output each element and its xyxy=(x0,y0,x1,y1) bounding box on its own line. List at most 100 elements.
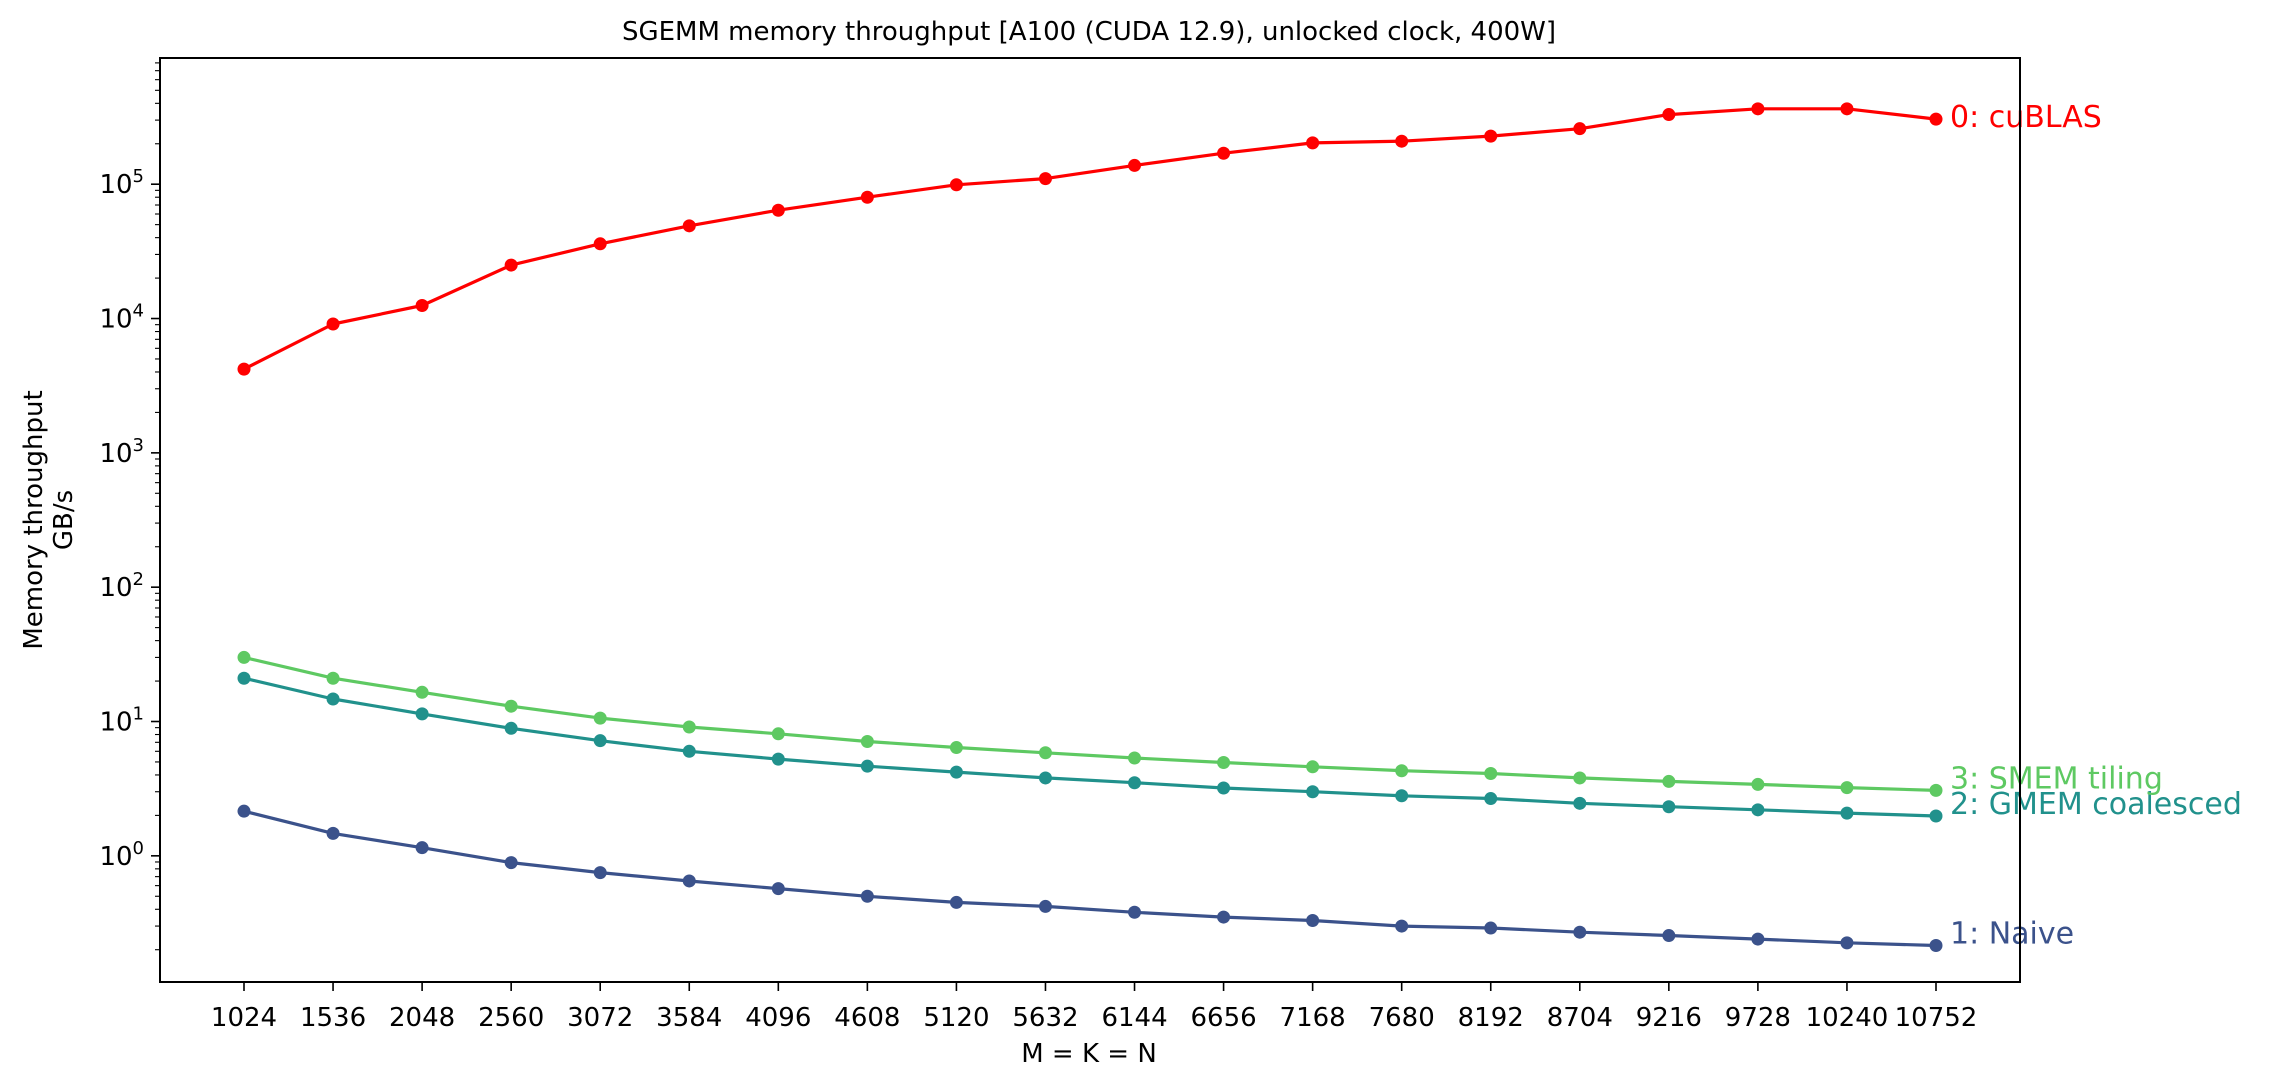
series-point xyxy=(1038,746,1052,760)
series-point xyxy=(1573,771,1587,785)
x-tick-label: 6144 xyxy=(1101,1003,1167,1033)
series-point xyxy=(593,734,607,748)
series-point xyxy=(682,720,696,734)
series-point xyxy=(771,752,785,766)
chart-title: SGEMM memory throughput [A100 (CUDA 12.9… xyxy=(622,17,1556,47)
series-point xyxy=(1217,146,1231,160)
series-point xyxy=(504,258,518,272)
y-tick-label: 102 xyxy=(99,569,144,603)
x-tick-label: 1024 xyxy=(211,1003,277,1033)
x-axis-label: M = K = N xyxy=(1021,1039,1157,1069)
series-point xyxy=(415,707,429,721)
y-tick-label: 105 xyxy=(99,166,144,200)
y-axis-label: Memory throughput GB/s xyxy=(19,390,79,649)
x-tick-label: 8192 xyxy=(1458,1003,1524,1033)
series-point xyxy=(1038,899,1052,913)
series-point xyxy=(1395,134,1409,148)
series-point xyxy=(1217,910,1231,924)
series-point xyxy=(1306,914,1320,928)
x-tick-label: 5632 xyxy=(1012,1003,1078,1033)
y-axis-label-line-1: Memory throughput xyxy=(19,390,49,649)
series-point xyxy=(504,699,518,713)
series-point xyxy=(949,895,963,909)
series-point xyxy=(1484,921,1498,935)
series-point xyxy=(415,299,429,313)
series-point xyxy=(1662,774,1676,788)
series-point xyxy=(1306,136,1320,150)
series-point xyxy=(1840,102,1854,116)
y-axis: 100 101 102 103 104 105 xyxy=(99,62,160,951)
x-tick-label: 9216 xyxy=(1636,1003,1702,1033)
x-tick-label: 7168 xyxy=(1280,1003,1346,1033)
series-point xyxy=(237,804,251,818)
series-label: 1: Naive xyxy=(1950,916,2074,951)
series-point xyxy=(1929,809,1943,823)
series-point xyxy=(1662,929,1676,943)
series-point xyxy=(1484,767,1498,781)
series-point xyxy=(326,671,340,685)
series-point xyxy=(1751,803,1765,817)
series-point xyxy=(1217,756,1231,770)
series-point xyxy=(1217,781,1231,795)
series-point xyxy=(1662,108,1676,122)
x-tick-label: 7680 xyxy=(1369,1003,1435,1033)
series-point xyxy=(682,219,696,233)
series-point xyxy=(1128,751,1142,765)
series-point xyxy=(504,856,518,870)
x-tick-label: 2048 xyxy=(389,1003,455,1033)
series-point xyxy=(237,671,251,685)
x-tick-label: 10240 xyxy=(1806,1003,1889,1033)
series-point xyxy=(593,237,607,251)
series-point xyxy=(326,692,340,706)
series-point xyxy=(860,734,874,748)
x-tick-label: 6656 xyxy=(1190,1003,1256,1033)
series-point xyxy=(1573,122,1587,136)
y-axis-label-line-2: GB/s xyxy=(49,490,79,550)
y-tick-label: 101 xyxy=(99,704,144,738)
series-point xyxy=(1840,781,1854,795)
series-label: 0: cuBLAS xyxy=(1950,100,2102,135)
series-point xyxy=(860,889,874,903)
series-line xyxy=(243,676,1937,818)
y-tick-label: 104 xyxy=(99,301,144,335)
series-line xyxy=(243,107,1937,371)
series-point xyxy=(771,882,785,896)
series-point xyxy=(415,685,429,699)
series-point xyxy=(237,362,251,376)
series-point xyxy=(1038,172,1052,186)
series-point xyxy=(1751,777,1765,791)
series-point xyxy=(1484,129,1498,143)
series-point xyxy=(593,866,607,880)
plot-frame xyxy=(159,57,2021,983)
series-label: 2: GMEM coalesced xyxy=(1950,787,2242,822)
series-point xyxy=(949,741,963,755)
series-point xyxy=(1573,796,1587,810)
series-point xyxy=(504,721,518,735)
series-point xyxy=(1929,112,1943,126)
series-point xyxy=(1395,789,1409,803)
x-tick-label: 4096 xyxy=(745,1003,811,1033)
series-point xyxy=(949,178,963,192)
series-label: 3: SMEM tiling xyxy=(1950,761,2163,796)
series-point xyxy=(682,744,696,758)
series-point xyxy=(1751,932,1765,946)
x-tick-label: 5120 xyxy=(923,1003,989,1033)
series-point xyxy=(1662,800,1676,814)
x-axis: 1024 1536 2048 2560 3072 3584 4096 4608 5120 5632… xyxy=(211,982,1977,1033)
series-point xyxy=(1395,764,1409,778)
x-tick-label: 8704 xyxy=(1547,1003,1613,1033)
series-point xyxy=(1306,785,1320,799)
x-tick-label: 9728 xyxy=(1725,1003,1791,1033)
series-point xyxy=(237,650,251,664)
x-tick-label: 4608 xyxy=(834,1003,900,1033)
series-point xyxy=(1840,806,1854,820)
series-point xyxy=(771,203,785,217)
series-point xyxy=(1484,792,1498,806)
series-point xyxy=(593,711,607,725)
x-tick-label: 10752 xyxy=(1895,1003,1978,1033)
series-point xyxy=(415,841,429,855)
x-tick-label: 3072 xyxy=(567,1003,633,1033)
